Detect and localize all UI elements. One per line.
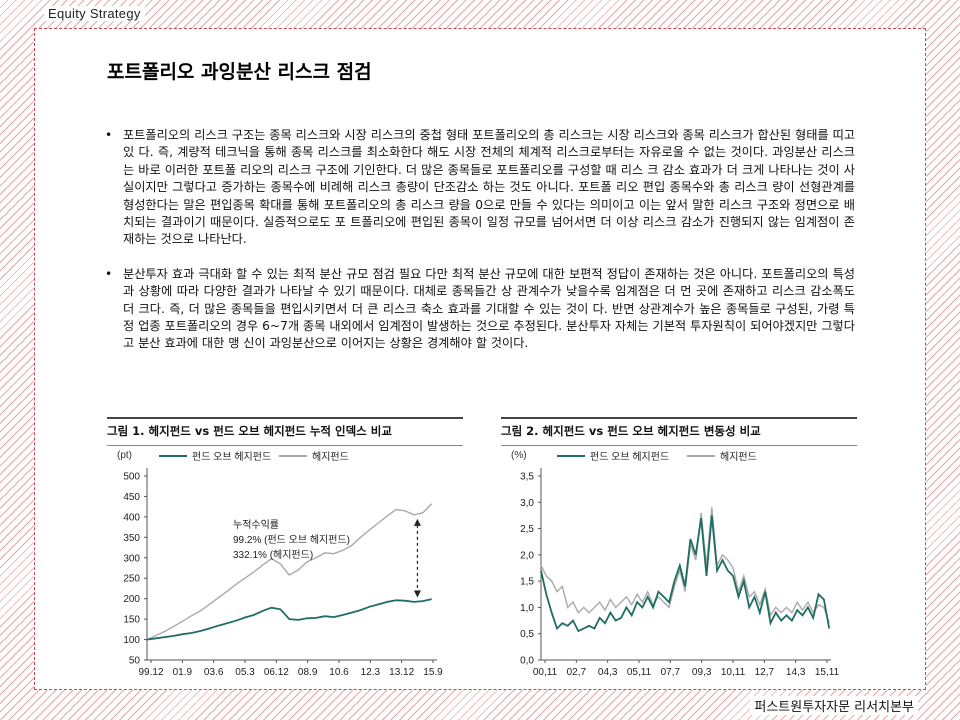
x-tick-label: 12,7 <box>755 667 775 678</box>
legend-label: 펀드 오브 헤지펀드 <box>590 451 669 463</box>
series-line-fund-of-hedge-funds <box>540 515 831 633</box>
x-tick-label: 13.12 <box>389 667 414 678</box>
x-tick-label: 15,11 <box>815 667 840 678</box>
chart-2-plot: (%) 0,0 0,5 1,0 1,5 2,0 2,5 3,0 3,5 00,11 02,7 04,3… <box>511 450 840 678</box>
y-tick-label: 2,0 <box>520 550 534 561</box>
chart-1: 그림 1. 헤지펀드 vs 펀드 오브 헤지펀드 누적 인덱스 비교 (pt) 5… <box>107 417 463 686</box>
legend-label: 헤지펀드 <box>312 451 349 463</box>
bullet-list: • 포트폴리오의 리스크 구조는 종목 리스크와 시장 리스크의 중첩 형태 포… <box>101 127 855 370</box>
x-tick-label: 03.6 <box>204 667 224 678</box>
chart-2-title: 그림 2. 헤지펀드 vs 펀드 오브 헤지펀드 변동성 비교 <box>501 417 857 441</box>
x-tick-label: 04,3 <box>598 667 618 678</box>
chart-2-rule <box>501 445 857 446</box>
x-tick-label: 05,11 <box>627 667 652 678</box>
y-tick-label: 3,0 <box>520 498 534 509</box>
y-tick-label: 3,5 <box>520 472 534 483</box>
y-tick-label: 300 <box>123 553 140 564</box>
page-title: 포트폴리오 과잉분산 리스크 점검 <box>107 61 372 83</box>
series-line-fund-of-hedge-funds <box>146 598 432 641</box>
y-tick-label: 0,0 <box>520 656 534 667</box>
arrow-head-down <box>413 590 421 598</box>
y-tick-label: 450 <box>123 492 140 503</box>
x-tick-label: 99.12 <box>138 667 163 678</box>
x-tick-label: 06.12 <box>264 667 289 678</box>
y-tick-label: 250 <box>123 574 140 585</box>
x-tick-label: 12.3 <box>361 667 381 678</box>
chart-1-rule <box>107 445 463 446</box>
y-tick-label: 1,5 <box>520 577 534 588</box>
y-tick-label: 500 <box>123 472 140 483</box>
y-tick-label: 0,5 <box>520 629 534 640</box>
y-tick-label: 2,5 <box>520 524 534 535</box>
arrow-head-up <box>413 518 421 526</box>
header-label: Equity Strategy <box>44 6 145 21</box>
legend-label: 펀드 오브 헤지펀드 <box>192 451 271 463</box>
x-tick-label: 10.6 <box>329 667 349 678</box>
x-tick-label: 02,7 <box>567 667 587 678</box>
y-axis-unit: (pt) <box>117 450 132 461</box>
chart-1-title: 그림 1. 헤지펀드 vs 펀드 오브 헤지펀드 누적 인덱스 비교 <box>107 417 463 441</box>
y-tick-label: 1,0 <box>520 603 534 614</box>
x-tick-label: 05.3 <box>235 667 255 678</box>
annotation-text: 누적수익률 <box>233 519 279 531</box>
legend-label: 헤지펀드 <box>720 451 757 463</box>
annotation-text: 99.2% (펀드 오브 헤지펀드) <box>233 534 350 546</box>
bullet-text: 포트폴리오의 리스크 구조는 종목 리스크와 시장 리스크의 중첩 형태 포트폴… <box>123 128 855 247</box>
y-tick-label: 50 <box>129 656 141 667</box>
bullet-text: 분산투자 효과 극대화 할 수 있는 최적 분산 규모 점검 필요 다만 최적 … <box>123 266 855 351</box>
y-tick-label: 100 <box>123 635 140 646</box>
y-tick-label: 150 <box>123 615 140 626</box>
content-frame: 포트폴리오 과잉분산 리스크 점검 • 포트폴리오의 리스크 구조는 종목 리스… <box>34 28 926 690</box>
x-tick-label: 01.9 <box>173 667 193 678</box>
series-line-hedge-fund <box>540 507 830 624</box>
x-tick-label: 00,11 <box>533 667 558 678</box>
y-tick-label: 200 <box>123 594 140 605</box>
footer-label: 퍼스트원투자자문 리서치본부 <box>750 696 918 715</box>
annotation-text: 332.1% (헤지펀드) <box>233 549 313 561</box>
x-tick-label: 10,11 <box>721 667 746 678</box>
y-tick-label: 400 <box>123 512 140 523</box>
bullet-item: • 포트폴리오의 리스크 구조는 종목 리스크와 시장 리스크의 중첩 형태 포… <box>101 127 855 249</box>
chart-2: 그림 2. 헤지펀드 vs 펀드 오브 헤지펀드 변동성 비교 (%) 0,0 0,… <box>501 417 857 686</box>
chart-1-plot: (pt) 50 100 150 200 250 300 350 400 450 500 99.12 01… <box>117 450 443 678</box>
x-tick-label: 07,7 <box>661 667 681 678</box>
x-tick-label: 14,3 <box>786 667 806 678</box>
bullet-dot: • <box>105 266 113 281</box>
series-line-hedge-fund <box>146 503 433 641</box>
y-axis-unit: (%) <box>511 450 527 461</box>
x-tick-label: 15.9 <box>423 667 443 678</box>
y-tick-label: 350 <box>123 533 140 544</box>
bullet-item: • 분산투자 효과 극대화 할 수 있는 최적 분산 규모 점검 필요 다만 최… <box>101 266 855 353</box>
bullet-dot: • <box>105 128 113 142</box>
x-tick-label: 08.9 <box>298 667 318 678</box>
x-tick-label: 09,3 <box>692 667 712 678</box>
